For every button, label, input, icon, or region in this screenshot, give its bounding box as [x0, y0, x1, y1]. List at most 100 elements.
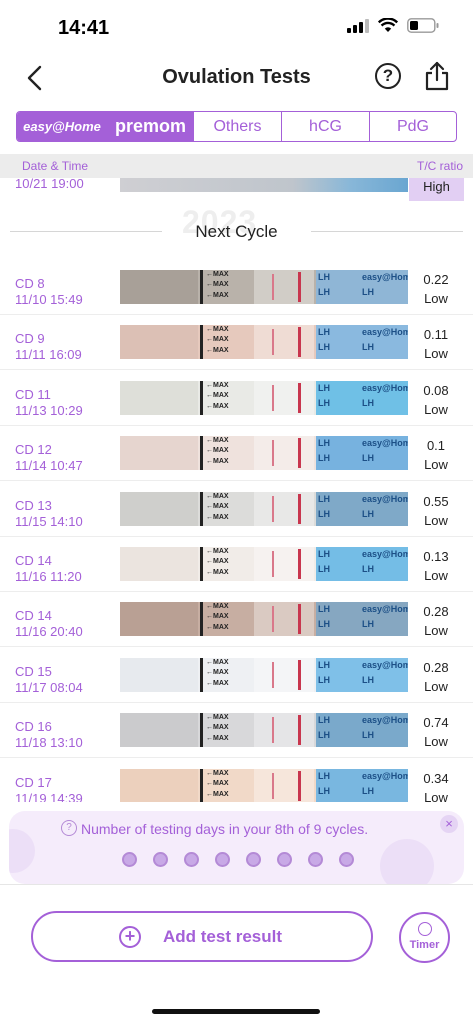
strip-control-line — [298, 382, 301, 413]
test-row[interactable]: CD 14 11/16 11:20 ←MAX ←MAX ←MAX LH LH easy@Hom… — [0, 537, 473, 592]
strip-divider — [200, 270, 203, 304]
strip-result-window — [254, 270, 314, 304]
row-datetime: 11/18 13:10 — [15, 735, 83, 751]
strip-test-line — [272, 440, 274, 467]
strip-max-mark: ←MAX — [206, 613, 229, 621]
strip-test-line — [272, 772, 274, 799]
strip-control-line — [298, 272, 301, 302]
strip-control-line — [298, 493, 301, 524]
strip-test-line — [272, 551, 274, 577]
brand-tab-easy-home[interactable]: easy@Home — [17, 112, 107, 141]
strip-lh-text: LH — [362, 342, 374, 353]
row-level: Low — [424, 734, 448, 750]
brand-tab-premom[interactable]: premom — [107, 112, 193, 141]
strip-max-mark: ←MAX — [206, 326, 229, 334]
strip-lh-text: LH — [362, 730, 374, 741]
strip-divider — [200, 602, 203, 637]
row-datetime: 11/13 10:29 — [15, 402, 83, 418]
add-test-result-label: Add test result — [163, 927, 283, 946]
strip-control-line — [298, 327, 301, 358]
strip-result-window — [254, 491, 314, 526]
status-icons — [347, 18, 439, 33]
row-level: Low — [424, 789, 448, 802]
back-chevron-icon[interactable] — [20, 62, 52, 94]
next-cycle-label: Next Cycle — [195, 222, 278, 241]
test-row[interactable]: CD 12 11/14 10:47 ←MAX ←MAX ←MAX LH LH easy@Hom… — [0, 426, 473, 482]
test-row[interactable]: CD 13 11/15 14:10 ←MAX ←MAX ←MAX LH LH easy@Hom… — [0, 482, 473, 537]
strip-lh-section: LH LH easy@Home LH — [316, 380, 408, 415]
test-strip-image: ←MAX ←MAX ←MAX LH LH easy@Home LH — [120, 547, 408, 581]
strip-lh-text: LH — [318, 659, 330, 670]
strip-brand-text: easy@Home — [362, 493, 408, 504]
test-strip-image: ←MAX ←MAX ←MAX LH LH easy@Home LH — [120, 602, 408, 637]
test-row[interactable]: CD 16 11/18 13:10 ←MAX ←MAX ←MAX LH LH easy@Hom… — [0, 703, 473, 759]
strip-handle — [120, 547, 198, 581]
strip-lh-text: LH — [362, 619, 374, 630]
test-row[interactable]: CD 11 11/13 10:29 ←MAX ←MAX ←MAX LH LH easy@Hom… — [0, 371, 473, 426]
strip-max-mark: ←MAX — [206, 513, 229, 521]
strip-result-window — [254, 768, 314, 802]
strip-max-mark: ←MAX — [206, 381, 229, 389]
strip-max-mark: ←MAX — [206, 724, 229, 732]
test-row[interactable]: CD 17 11/19 14:39 ←MAX ←MAX ←MAX LH LH easy@Hom… — [0, 759, 473, 802]
strip-max-mark: ←MAX — [206, 458, 229, 466]
timer-button[interactable]: Timer — [399, 912, 450, 963]
strip-handle — [120, 491, 198, 526]
strip-brand-text: easy@Home — [362, 272, 408, 282]
strip-result-window — [254, 380, 314, 415]
strip-lh-section: LH LH easy@Home LH — [316, 657, 408, 692]
row-datetime: 11/19 14:39 — [15, 790, 83, 802]
testing-day-dot — [184, 852, 199, 867]
banner-message: Number of testing days in your 8th of 9 … — [81, 821, 369, 837]
strip-max-mark: ←MAX — [206, 779, 229, 787]
testing-day-dot — [122, 852, 137, 867]
strip-max-mark: ←MAX — [206, 391, 229, 399]
help-icon[interactable]: ? — [375, 63, 401, 89]
close-icon[interactable]: × — [440, 815, 458, 833]
test-strip-image: ←MAX ←MAX ←MAX LH LH easy@Home LH — [120, 436, 408, 471]
brand-tab-hcg[interactable]: hCG — [281, 112, 369, 141]
test-list[interactable]: 10/21 19:00 High 2023 Next Cycle CD 8 11/… — [0, 178, 473, 802]
testing-day-dot — [215, 852, 230, 867]
test-row[interactable]: CD 14 11/16 20:40 ←MAX ←MAX ←MAX LH LH easy@Hom… — [0, 592, 473, 648]
strip-handle — [120, 436, 198, 471]
strip-lh-text: LH — [318, 327, 330, 338]
test-strip-image — [120, 178, 408, 192]
strip-max-mark: ←MAX — [206, 679, 229, 687]
test-row[interactable]: CD 911/11 16:09 ←MAX ←MAX ←MAX LH LH easy@Home… — [0, 315, 473, 371]
share-icon[interactable] — [423, 60, 451, 92]
clock-icon — [418, 922, 432, 936]
strip-result-window — [254, 713, 314, 748]
status-time: 14:41 — [58, 17, 110, 39]
strip-test-line — [272, 717, 274, 744]
row-tc-ratio: 0.1 — [426, 438, 446, 454]
test-row[interactable]: CD 15 11/17 08:04 ←MAX ←MAX ←MAX LH LH easy@Hom… — [0, 648, 473, 703]
premom-logo-text: premom — [114, 116, 186, 136]
row-cycle-day: CD 9 — [15, 331, 45, 347]
strip-handle — [120, 602, 198, 637]
row-level: Low — [424, 623, 448, 639]
brand-tab-others[interactable]: Others — [193, 112, 281, 141]
partial-test-row[interactable]: 10/21 19:00 High — [0, 178, 473, 204]
strip-max-mark: ←MAX — [206, 624, 229, 632]
strip-handle — [120, 657, 198, 692]
strip-lh-text: LH — [318, 287, 330, 297]
plus-circle-icon: + — [119, 926, 141, 948]
brand-tab-pdg[interactable]: PdG — [369, 112, 456, 141]
strip-max-mark: ←MAX — [206, 714, 229, 722]
row-tc-ratio: 0.34 — [423, 770, 449, 786]
strip-lh-text: LH — [362, 785, 374, 796]
strip-max-mark: ←MAX — [206, 437, 229, 445]
strip-max-mark: ←MAX — [206, 790, 229, 798]
row-cycle-day: CD 13 — [15, 497, 52, 513]
brand-tabs: easy@Home premom Others hCG PdG — [16, 111, 457, 142]
strip-max-mark: ←MAX — [206, 769, 229, 777]
strip-max-mark: ←MAX — [206, 281, 229, 288]
test-row[interactable]: CD 811/10 15:49 ←MAX ←MAX ←MAX LH LH easy@Home… — [0, 260, 473, 315]
strip-result-window — [254, 436, 314, 471]
add-test-result-button[interactable]: + Add test result — [31, 911, 373, 962]
strip-max-mark: ←MAX — [206, 402, 229, 410]
strip-lh-text: LH — [318, 272, 330, 282]
row-tc-ratio: 0.28 — [423, 604, 449, 620]
strip-test-line — [272, 274, 274, 300]
